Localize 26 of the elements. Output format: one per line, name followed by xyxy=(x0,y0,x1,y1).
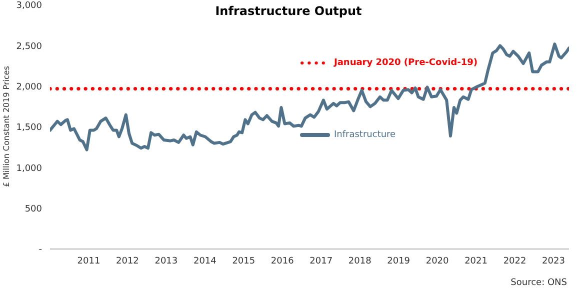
x-tick-label: 2011 xyxy=(77,256,100,266)
x-tick-label: 2023 xyxy=(542,256,565,266)
legend-label: January 2020 (Pre-Covid-19) xyxy=(334,58,478,68)
y-tick-label: 1,000 xyxy=(16,164,42,174)
x-tick-label: 2016 xyxy=(270,256,294,266)
x-tick-label: 2012 xyxy=(116,256,139,266)
legend-label: Infrastructure xyxy=(334,130,396,140)
x-tick-label: 2017 xyxy=(310,256,333,266)
x-tick-label: 2022 xyxy=(503,256,526,266)
y-tick-label: 1,500 xyxy=(16,123,42,134)
source-note: Source: ONS xyxy=(510,278,567,288)
chart-title: Infrastructure Output xyxy=(215,4,362,18)
y-tick-label: - xyxy=(38,245,42,256)
y-tick-label: 2,500 xyxy=(16,42,42,52)
x-tick-label: 2020 xyxy=(426,256,450,266)
line-series xyxy=(50,42,569,152)
x-tick-label: 2015 xyxy=(232,256,256,266)
x-tick-label: 2013 xyxy=(154,256,178,266)
x-tick-label: 2014 xyxy=(193,256,217,266)
y-tick-label: 500 xyxy=(24,204,42,215)
y-tick-label: 3,000 xyxy=(16,1,42,12)
y-axis-title: £ Million Constant 2019 Prices xyxy=(2,66,11,187)
x-tick-label: 2018 xyxy=(348,256,372,266)
y-tick-label: 2,000 xyxy=(16,82,42,93)
x-tick-label: 2021 xyxy=(464,256,488,266)
x-tick-label: 2019 xyxy=(387,256,410,266)
